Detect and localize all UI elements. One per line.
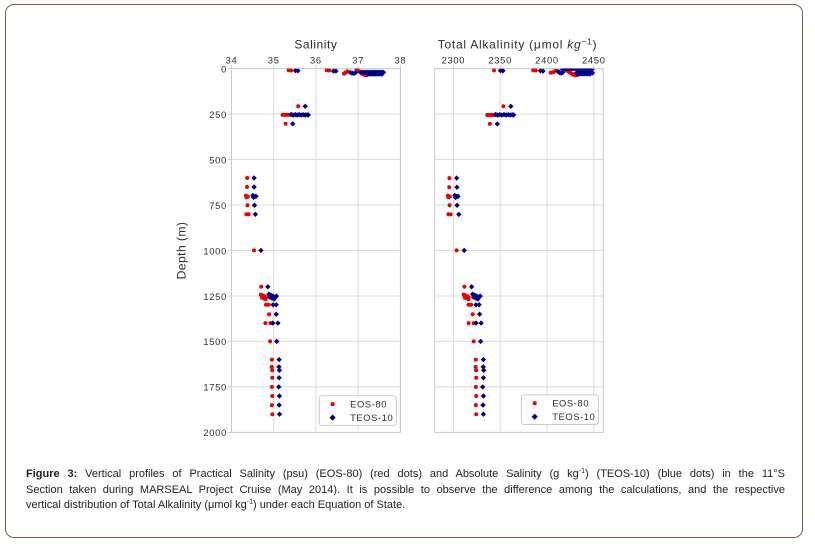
svg-text:0: 0 [221, 63, 227, 74]
svg-text:Depth (m): Depth (m) [175, 222, 189, 280]
svg-text:34: 34 [226, 55, 238, 66]
svg-text:1500: 1500 [203, 336, 227, 347]
svg-text:36: 36 [310, 55, 322, 66]
svg-text:250: 250 [209, 109, 227, 120]
svg-text:EOS-80: EOS-80 [552, 397, 589, 408]
svg-text:1250: 1250 [203, 291, 227, 302]
svg-text:Total Alkalinity (μmol kg−1): Total Alkalinity (μmol kg−1) [438, 37, 598, 52]
svg-text:1750: 1750 [203, 382, 227, 393]
svg-text:500: 500 [209, 154, 227, 165]
svg-text:TEOS-10: TEOS-10 [350, 412, 393, 423]
svg-text:2000: 2000 [203, 427, 227, 438]
svg-text:750: 750 [209, 200, 227, 211]
svg-text:35: 35 [268, 55, 280, 66]
svg-text:37: 37 [352, 55, 364, 66]
svg-text:1000: 1000 [203, 245, 227, 256]
svg-text:EOS-80: EOS-80 [350, 398, 387, 409]
svg-text:38: 38 [394, 55, 406, 66]
svg-text:2350: 2350 [488, 55, 512, 66]
svg-text:2400: 2400 [535, 55, 559, 66]
svg-text:TEOS-10: TEOS-10 [552, 411, 595, 422]
svg-text:2450: 2450 [582, 55, 606, 66]
svg-text:2300: 2300 [442, 55, 466, 66]
svg-text:Salinity: Salinity [294, 37, 337, 51]
